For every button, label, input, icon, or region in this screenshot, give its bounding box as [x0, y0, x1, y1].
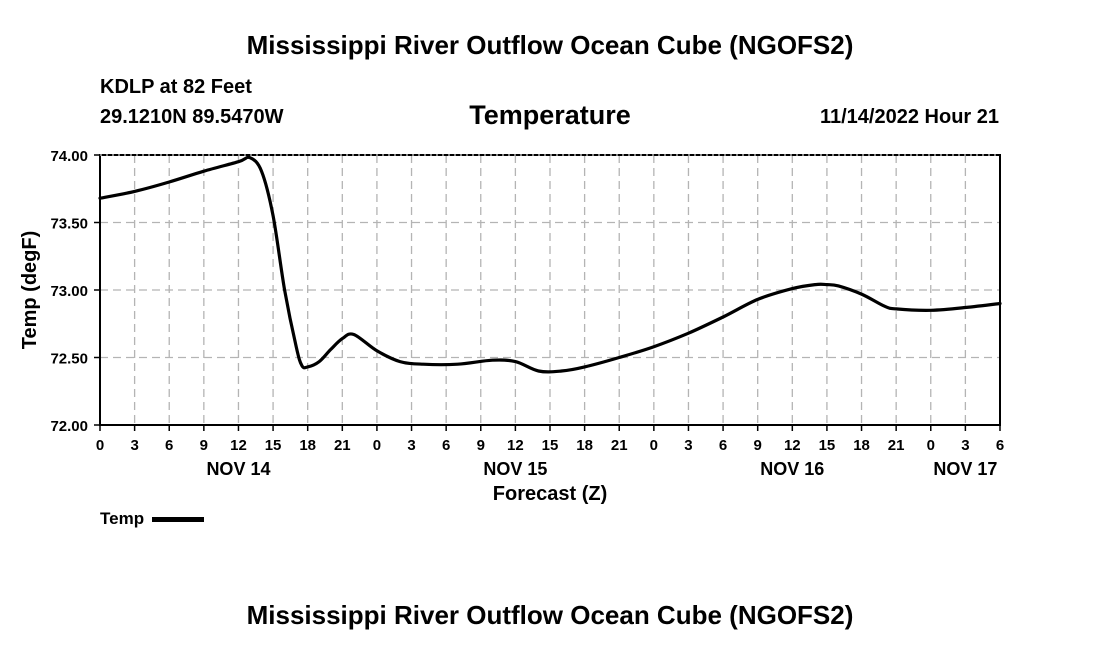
x-axis-title: Forecast (Z) — [493, 483, 607, 505]
y-tick-label: 73.00 — [50, 283, 88, 300]
date-label: NOV 15 — [483, 459, 547, 479]
x-tick-label: 0 — [373, 437, 381, 454]
x-tick-label: 18 — [853, 437, 870, 454]
x-tick-label: 15 — [542, 437, 559, 454]
x-tick-label: 18 — [576, 437, 593, 454]
date-label: NOV 14 — [206, 459, 270, 479]
y-tick-label: 72.50 — [50, 351, 88, 368]
y-tick-label: 74.00 — [50, 148, 88, 165]
station-coordinates: 29.1210N 89.5470W — [100, 106, 284, 128]
x-tick-label: 3 — [961, 437, 969, 454]
x-tick-label: 0 — [96, 437, 104, 454]
labels-layer: 72.00 72.50 73.00 73.50 74.00 0 3 6 9 12 15 18 21 0 3 6… — [50, 148, 1004, 479]
ticks-layer — [94, 154, 1001, 431]
legend-line-swatch — [152, 517, 205, 523]
x-tick-label: 12 — [784, 437, 801, 454]
station-label: KDLP at 82 Feet — [100, 76, 252, 98]
temp-series-line — [98, 155, 1002, 374]
x-tick-label: 9 — [754, 437, 762, 454]
x-tick-label: 9 — [200, 437, 208, 454]
x-tick-label: 6 — [996, 437, 1004, 454]
x-tick-label: 3 — [407, 437, 415, 454]
x-tick-label: 12 — [507, 437, 524, 454]
x-tick-label: 18 — [299, 437, 316, 454]
y-axis-title: Temp (degF) — [19, 231, 41, 350]
chart-title-top: Mississippi River Outflow Ocean Cube (NG… — [246, 30, 854, 60]
grid-layer — [100, 155, 1000, 425]
date-label: NOV 16 — [760, 459, 824, 479]
x-tick-label: 9 — [477, 437, 485, 454]
legend-label: Temp — [100, 509, 145, 528]
x-tick-label: 3 — [684, 437, 692, 454]
x-tick-label: 0 — [650, 437, 658, 454]
variable-title: Temperature — [469, 100, 631, 130]
y-tick-label: 72.00 — [50, 418, 88, 435]
x-tick-label: 21 — [611, 437, 628, 454]
x-tick-label: 21 — [334, 437, 351, 454]
chart-title-bottom: Mississippi River Outflow Ocean Cube (NG… — [246, 600, 854, 630]
x-tick-label: 15 — [265, 437, 282, 454]
x-tick-label: 15 — [819, 437, 836, 454]
x-tick-label: 6 — [719, 437, 727, 454]
x-tick-label: 21 — [888, 437, 905, 454]
y-tick-label: 73.50 — [50, 216, 88, 233]
x-tick-label: 6 — [442, 437, 450, 454]
x-tick-label: 12 — [230, 437, 247, 454]
forecast-datetime: 11/14/2022 Hour 21 — [819, 106, 999, 128]
x-tick-label: 3 — [130, 437, 138, 454]
date-label: NOV 17 — [933, 459, 997, 479]
legend: Temp — [100, 509, 205, 529]
x-tick-label: 6 — [165, 437, 173, 454]
x-tick-label: 0 — [927, 437, 935, 454]
